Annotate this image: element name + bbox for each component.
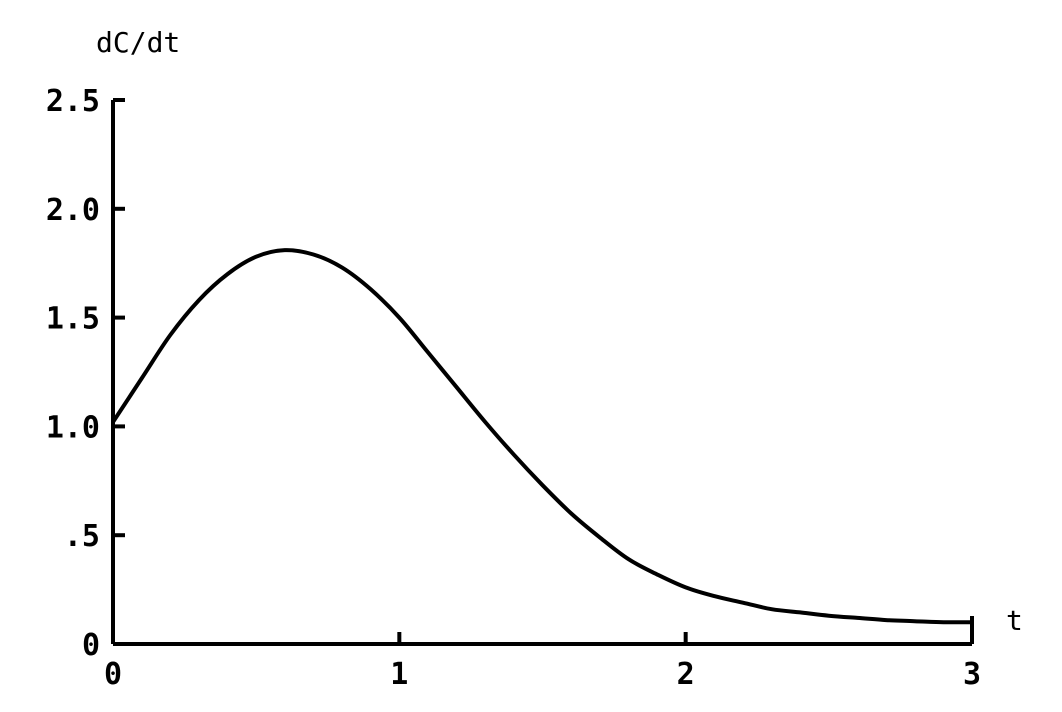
plot-area bbox=[111, 248, 974, 644]
x-axis-label: t bbox=[1006, 604, 1023, 637]
x-tick-label: 1 bbox=[390, 657, 408, 692]
y-ticks: 0 .5 1.0 1.5 2.0 2.5 bbox=[46, 84, 125, 663]
series-line-0 bbox=[111, 248, 973, 625]
x-tick-label: 3 bbox=[963, 657, 981, 692]
y-tick-label: 2.5 bbox=[46, 84, 100, 119]
x-tick-label: 2 bbox=[677, 657, 695, 692]
y-tick-label: .5 bbox=[64, 519, 100, 554]
y-tick-label: 2.0 bbox=[46, 193, 100, 228]
y-tick-label: 1.5 bbox=[46, 302, 100, 337]
y-tick-label: 0 bbox=[82, 628, 100, 663]
x-ticks: 0 1 2 3 bbox=[104, 632, 981, 692]
x-tick-label: 0 bbox=[104, 657, 122, 692]
y-axis-label: dC/dt bbox=[96, 26, 180, 59]
y-tick-label: 1.0 bbox=[46, 410, 100, 445]
